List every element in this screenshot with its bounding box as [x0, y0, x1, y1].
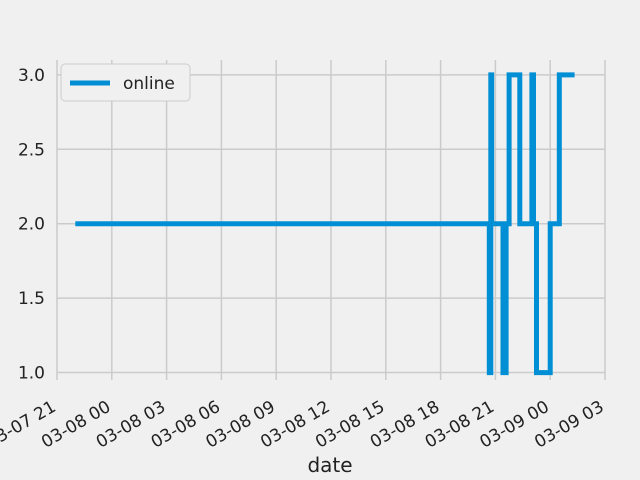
x-axis-title: date: [307, 453, 352, 477]
y-tick-label: 2.5: [18, 140, 45, 160]
y-tick-label: 3.0: [18, 66, 45, 86]
y-tick-label: 2.0: [18, 215, 45, 235]
legend-label: online: [123, 74, 175, 94]
series-line-online: [75, 72, 575, 376]
series-layer: [75, 72, 575, 376]
legend-box: [60, 63, 191, 102]
y-tick-label: 1.0: [18, 364, 45, 384]
y-tick-label: 1.5: [18, 289, 45, 309]
legend: online: [60, 63, 191, 102]
y-axis: 1.0 1.5 2.0 2.5 3.0: [18, 66, 45, 384]
